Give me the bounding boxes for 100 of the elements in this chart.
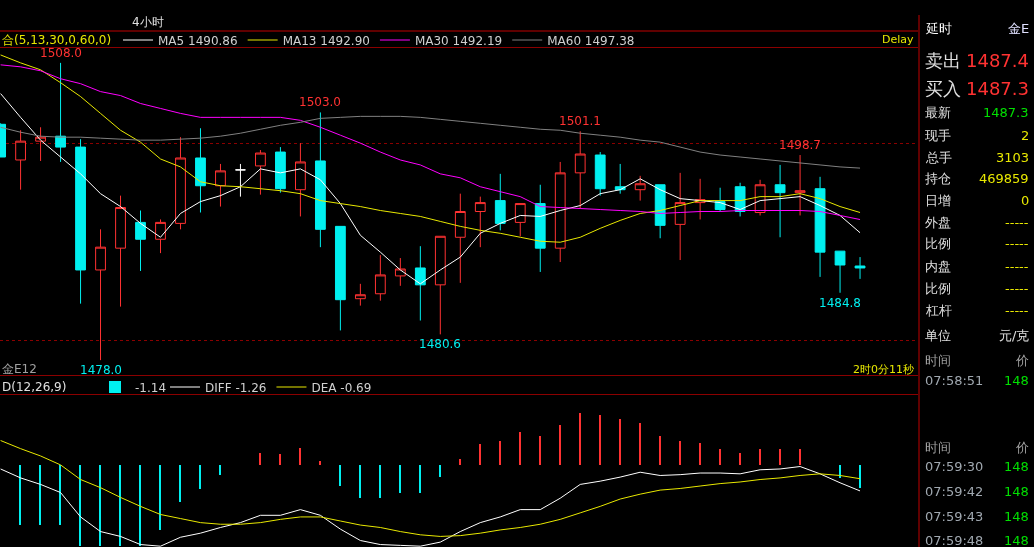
annotation: 1480.6 [419,337,461,351]
candlestick [334,225,346,331]
bar [319,461,321,465]
bar [799,449,801,465]
legend-label: DIFF -1.26 [205,380,267,395]
text: 金E [1008,21,1030,36]
text: 1487.4 [966,50,1029,71]
candlestick [175,136,186,230]
bar [559,425,561,465]
bar [679,441,681,465]
bar [519,432,521,465]
bar [199,465,201,489]
bar [379,465,381,498]
bar [299,448,301,465]
candlestick [195,127,206,213]
text: 469859 [979,171,1029,186]
bar [659,436,661,465]
candlestick [35,126,46,162]
annotation: 2时0分11秒 [853,363,914,376]
text: 148 [1004,533,1029,547]
text: 比例 [925,236,951,251]
text: 148 [1004,509,1029,524]
bar [119,465,121,546]
bar [59,465,61,525]
bar [439,465,441,477]
text: 价 [1015,353,1029,368]
bar [839,465,841,478]
legend-label: MA30 1492.19 [414,33,503,48]
bar [139,465,141,546]
text: ----- [1005,215,1029,230]
candlestick [354,283,366,307]
candlestick [574,130,586,210]
text: 最新 [925,105,951,120]
bar [399,465,401,493]
candlestick [314,111,326,248]
text: 持仓 [925,171,951,186]
text: 外盘 [925,215,951,230]
text: 07:59:43 [925,509,984,524]
bar [459,459,461,465]
bar [79,465,81,546]
annotation: 1484.8 [819,296,861,310]
candlestick [394,257,406,287]
candlestick [295,142,306,217]
bar [19,465,21,525]
candlestick [774,164,786,238]
candlestick [414,245,426,321]
annotation: 1503.0 [299,95,341,109]
text: 3103 [996,150,1030,165]
text: 07:59:42 [925,484,984,499]
candlestick [814,176,826,278]
candlestick [534,184,546,273]
candlestick [474,196,486,248]
text: 时间 [925,353,951,368]
text: 买入 [925,78,961,99]
text: ----- [1005,281,1029,296]
candlestick [275,146,286,194]
text: 0 [1021,193,1030,208]
text: 合(5,13,30,0,60,0) [2,33,112,47]
candlestick [155,218,166,254]
bar [99,465,101,546]
bar [279,454,281,465]
bar [159,465,161,530]
bar [639,423,641,465]
candlestick [235,163,246,198]
text: 价 [1015,440,1029,455]
candlestick [674,172,686,261]
text: 比例 [925,281,951,296]
text: 07:59:30 [925,459,984,474]
candlestick [55,62,66,163]
candlestick [75,138,86,305]
candlestick [594,151,606,197]
annotation: 金E12 [2,362,37,376]
annotation: 1508.0 [40,46,82,60]
text: 148 [1004,373,1029,388]
candlestick [15,129,26,191]
text: 现手 [925,128,951,143]
bar [259,453,261,465]
chart-title: D(12,26,9) [2,380,67,394]
text: 1487.3 [983,105,1029,120]
candlestick [494,173,506,231]
bar [179,465,181,502]
candlestick [255,149,266,196]
annotation: 1498.7 [779,138,821,152]
candlestick [135,210,146,272]
text: Delay [882,33,915,46]
candlestick [834,250,846,294]
bar [359,465,361,498]
bar [479,444,481,465]
candlestick [794,154,806,216]
candlestick [554,161,566,263]
text: 日增 [925,193,951,208]
text: 元/克 [999,328,1030,343]
legend-label: DEA -0.69 [311,380,372,395]
bar [539,436,541,465]
text: ----- [1005,259,1029,274]
text: 07:58:51 [925,373,984,388]
annotation: 1478.0 [80,363,122,377]
text: ----- [1005,236,1029,251]
text: 总手 [925,150,952,165]
text: ----- [1005,303,1029,318]
